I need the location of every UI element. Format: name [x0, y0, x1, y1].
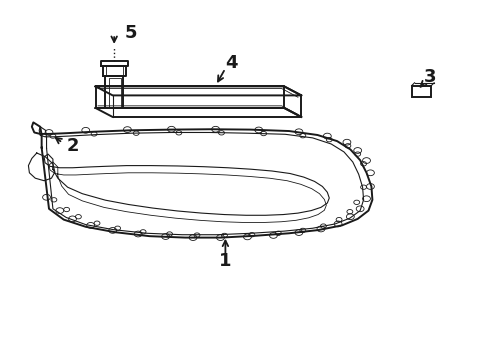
Text: 1: 1 [219, 252, 232, 270]
Text: 2: 2 [66, 137, 79, 155]
Text: 3: 3 [424, 68, 437, 86]
Bar [412, 86, 431, 97]
Text: 5: 5 [125, 24, 138, 42]
Text: 4: 4 [225, 54, 238, 72]
